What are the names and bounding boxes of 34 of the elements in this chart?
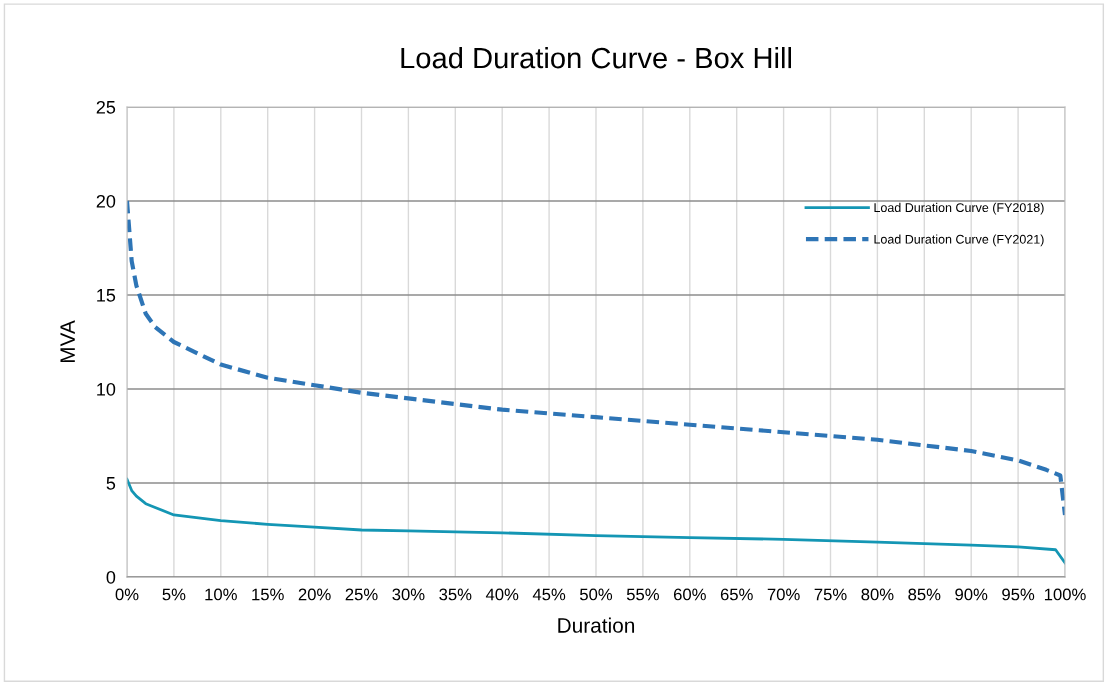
x-tick-label: 75% [814,588,847,601]
x-tick-label: 30% [392,588,425,601]
y-axis-title: MVA [60,320,75,363]
x-tick-label: 10% [205,588,237,601]
x-tick-label: 5% [162,588,186,601]
y-tick-label: 0 [106,570,116,584]
x-tick-label: 40% [485,588,519,601]
x-tick-label: 15% [252,588,284,601]
y-tick-label: 20 [96,194,116,208]
x-tick-label: 60% [673,588,706,601]
y-tick-label: 10 [97,382,116,396]
x-tick-label: 85% [908,588,941,601]
x-tick-label: 20% [298,588,331,601]
y-tick-label: 15 [97,289,116,302]
line-series [127,198,1065,518]
x-tick-label: 100% [1044,588,1086,601]
x-tick-label: 90% [955,588,988,601]
x-tick-label: 35% [439,588,472,601]
legend-label: Load Duration Curve (FY2018) [874,202,1044,215]
y-tick-label: 25 [96,100,116,114]
x-tick-label: 25% [345,588,378,601]
x-axis-title: Duration [558,617,635,633]
legend-label: Load Duration Curve (FY2021) [874,234,1044,247]
x-tick-label: 65% [720,588,753,601]
x-tick-label: 95% [1002,588,1035,601]
x-tick-label: 0% [115,588,139,601]
chart-title: Load Duration Curve - Box Hill [401,46,792,69]
x-tick-label: 70% [767,588,800,601]
x-tick-label: 45% [532,588,566,601]
x-tick-label: 50% [579,588,613,601]
line-series [127,477,1065,565]
x-tick-label: 80% [861,588,894,601]
x-tick-label: 55% [626,588,659,601]
y-tick-label: 5 [106,477,116,490]
